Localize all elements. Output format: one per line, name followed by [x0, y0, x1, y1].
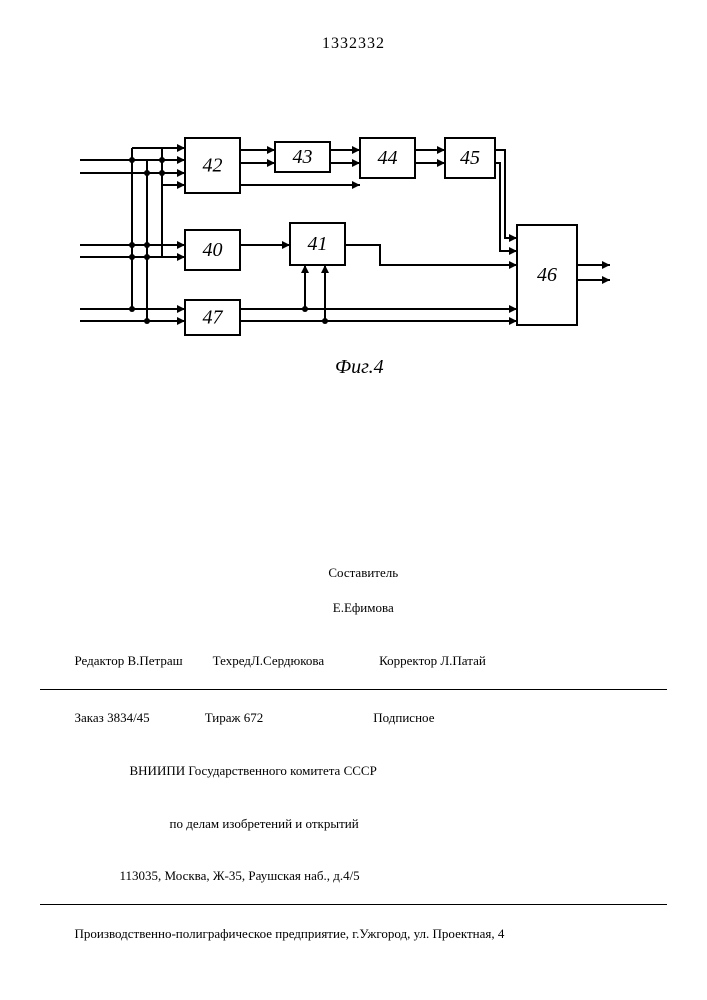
divider-2: [40, 904, 667, 905]
corrector-label: Корректор: [379, 653, 437, 668]
divider-1: [40, 689, 667, 690]
order-no: 3834/45: [107, 710, 150, 725]
address: 113035, Москва, Ж-35, Раушская наб., д.4…: [120, 868, 360, 883]
svg-text:47: 47: [203, 307, 224, 329]
svg-text:43: 43: [293, 146, 313, 168]
tirazh-label: Тираж: [205, 710, 241, 725]
org-line-2: по делам изобретений и открытий: [170, 816, 359, 831]
footer: Составитель Е.Ефимова Редактор В.Петраш Т…: [0, 546, 707, 1000]
printer-line: Производственно-полиграфическое предприя…: [75, 926, 505, 941]
compiler-name: Е.Ефимова: [333, 600, 394, 615]
editor-name: В.Петраш: [127, 653, 182, 668]
subscription: Подписное: [373, 710, 434, 725]
tirazh-value: 672: [244, 710, 264, 725]
corrector-name: Л.Патай: [440, 653, 485, 668]
compiler-label: Составитель: [328, 565, 398, 580]
org-line-1: ВНИИПИ Государственного комитета СССР: [130, 763, 377, 778]
svg-text:42: 42: [203, 155, 223, 177]
svg-text:40: 40: [203, 239, 223, 261]
svg-text:Фиг.4: Фиг.4: [335, 356, 384, 378]
document-number: 1332332: [0, 35, 707, 53]
editor-label: Редактор: [75, 653, 125, 668]
svg-text:46: 46: [537, 264, 557, 286]
order-label: Заказ: [75, 710, 104, 725]
techred-name: Л.Сердюкова: [251, 653, 324, 668]
svg-text:41: 41: [308, 233, 328, 255]
block-diagram: 40 41 42 43 44 45 46 47 Фиг.4: [80, 105, 625, 385]
svg-text:45: 45: [460, 147, 480, 169]
techred-label: Техред: [213, 653, 251, 668]
svg-text:44: 44: [378, 147, 398, 169]
